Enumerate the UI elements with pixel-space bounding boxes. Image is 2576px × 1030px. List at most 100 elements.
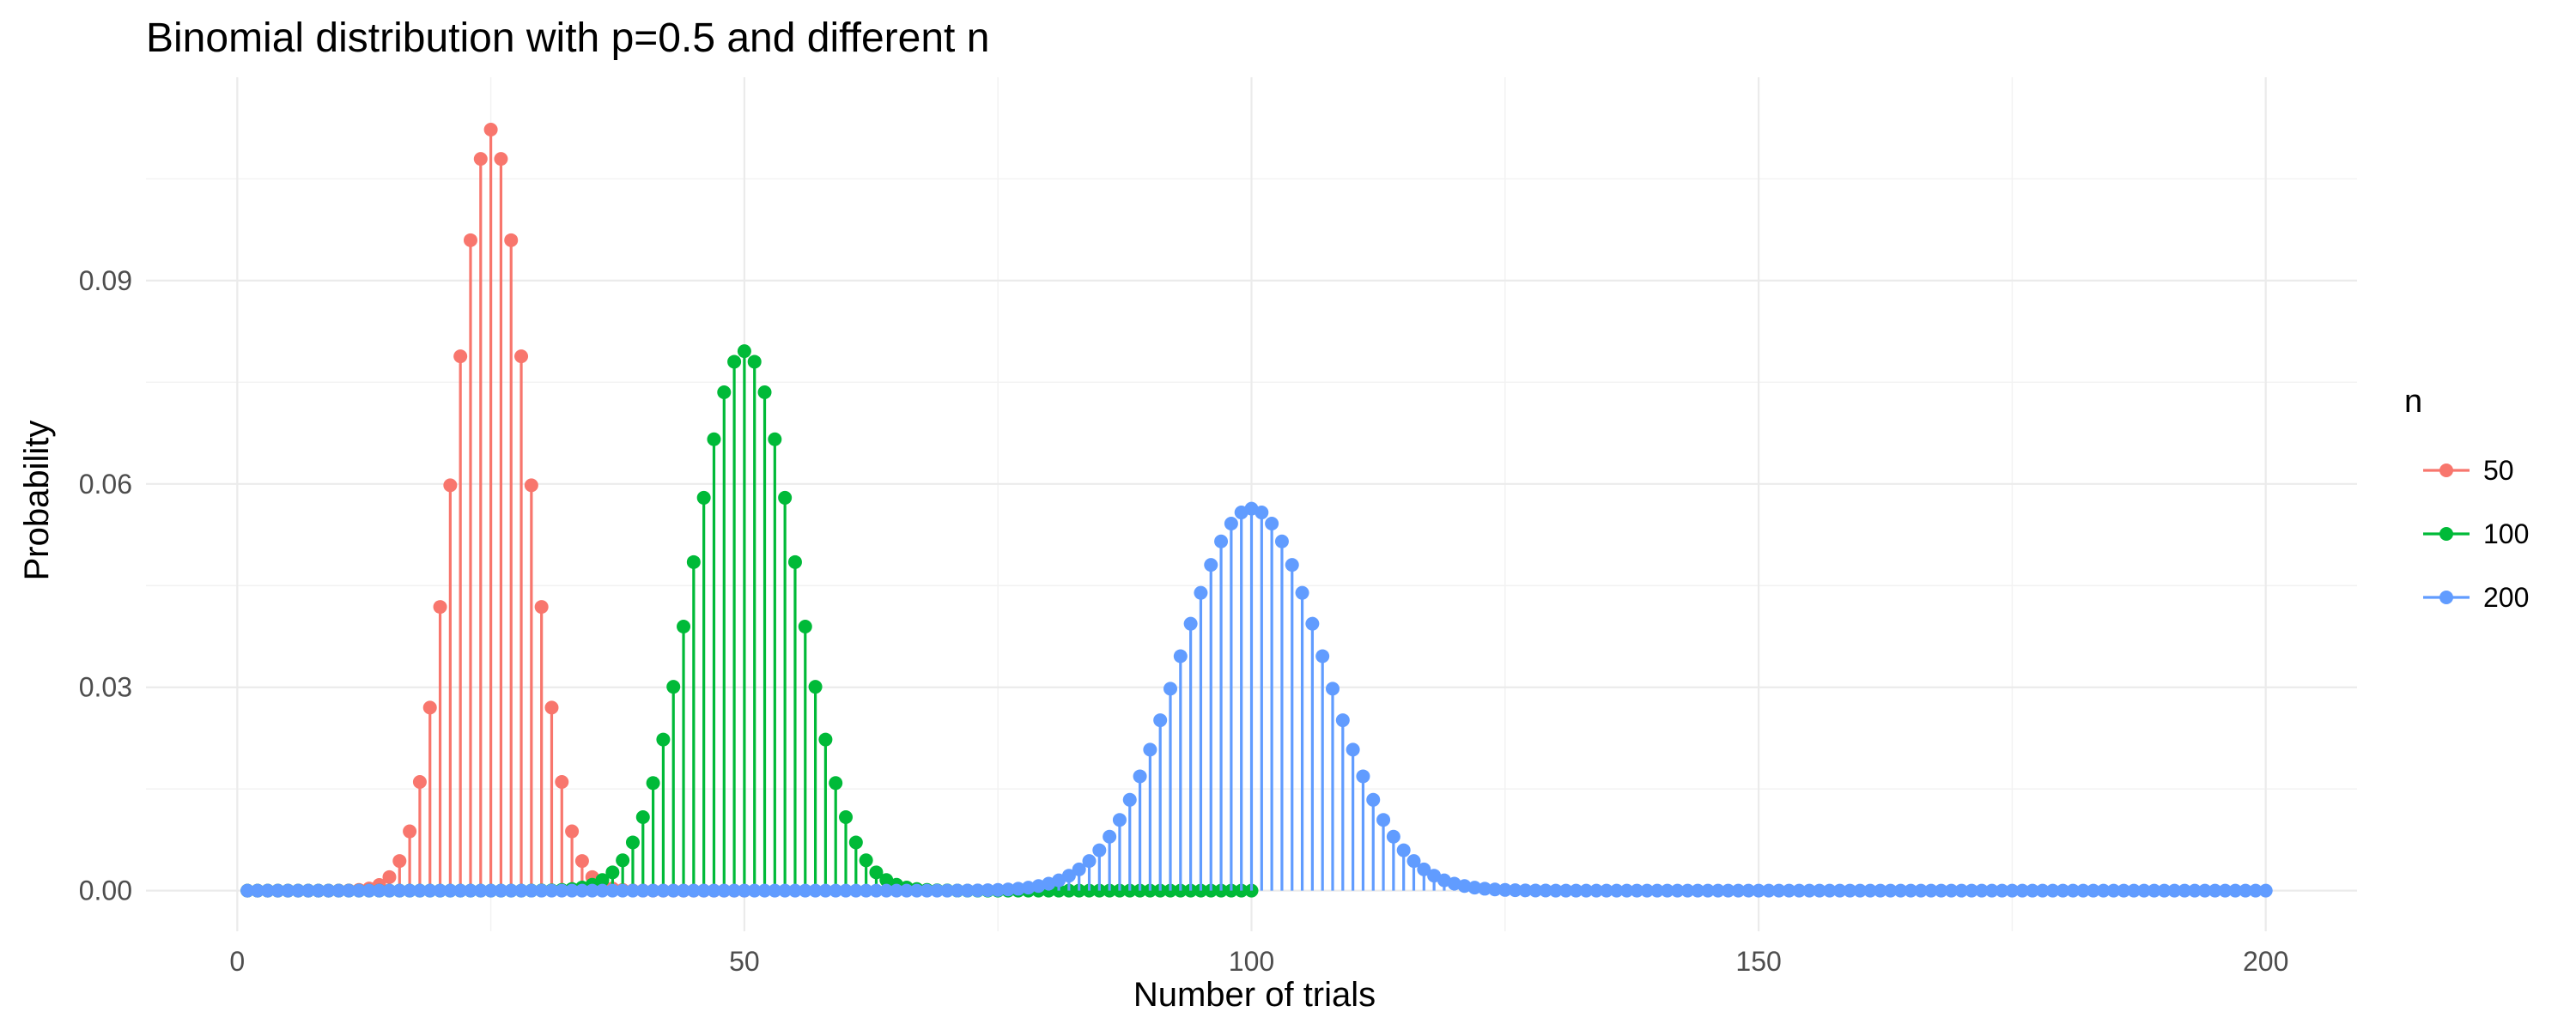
- legend-item-200: 200: [2423, 582, 2529, 613]
- point: [1914, 883, 1929, 898]
- legend-item-100: 100: [2423, 518, 2529, 549]
- data-marks: [240, 123, 2273, 898]
- point: [646, 883, 660, 898]
- x-tick-label: 100: [1229, 946, 1274, 977]
- point: [453, 883, 468, 898]
- point: [403, 883, 417, 898]
- point: [1701, 883, 1716, 898]
- point: [1255, 506, 1269, 520]
- legend-label: 100: [2483, 518, 2529, 549]
- point: [656, 883, 671, 898]
- point: [859, 883, 873, 898]
- point: [635, 809, 650, 824]
- point: [677, 620, 691, 634]
- point: [1092, 843, 1107, 857]
- point: [574, 854, 589, 869]
- point: [1680, 883, 1695, 898]
- point: [2188, 883, 2202, 898]
- point: [829, 883, 843, 898]
- point: [1143, 742, 1157, 757]
- point: [1417, 862, 1431, 876]
- point: [301, 883, 315, 898]
- point: [1183, 616, 1198, 631]
- point: [321, 883, 336, 898]
- point: [2228, 883, 2243, 898]
- point: [1558, 883, 1573, 898]
- y-tick-label: 0.00: [79, 876, 132, 906]
- point: [818, 732, 833, 747]
- point: [1021, 881, 1036, 895]
- point: [1853, 883, 1868, 898]
- point: [950, 883, 964, 898]
- point: [848, 835, 863, 850]
- point: [1133, 769, 1147, 784]
- point: [1153, 713, 1168, 728]
- x-tick-label: 0: [229, 946, 245, 977]
- point: [270, 883, 285, 898]
- point: [1721, 883, 1735, 898]
- point: [839, 883, 854, 898]
- point: [635, 883, 650, 898]
- point: [443, 883, 458, 898]
- point: [1396, 843, 1411, 857]
- point: [717, 385, 732, 399]
- point: [1630, 883, 1644, 898]
- point: [1731, 883, 1746, 898]
- point: [2127, 883, 2142, 898]
- y-tick-label: 0.03: [79, 672, 132, 703]
- point: [1782, 883, 1796, 898]
- x-axis-ticks: 0 50 100 150 200: [229, 946, 2288, 977]
- point: [808, 883, 823, 898]
- point: [514, 883, 529, 898]
- point: [909, 883, 924, 898]
- point: [890, 883, 904, 898]
- point: [443, 478, 458, 493]
- point: [494, 152, 508, 167]
- point: [504, 233, 519, 247]
- point: [737, 344, 751, 359]
- point: [686, 554, 701, 569]
- point: [940, 883, 955, 898]
- point: [534, 883, 549, 898]
- point: [707, 432, 721, 446]
- point: [1660, 883, 1674, 898]
- point: [1954, 883, 1969, 898]
- point: [960, 883, 975, 898]
- point: [534, 600, 549, 615]
- point: [433, 883, 447, 898]
- point: [595, 883, 610, 898]
- point: [1843, 883, 1857, 898]
- point: [727, 354, 742, 369]
- point: [2086, 883, 2100, 898]
- point: [565, 824, 580, 839]
- point: [1649, 883, 1664, 898]
- point: [656, 732, 671, 747]
- point: [981, 883, 995, 898]
- point: [382, 883, 397, 898]
- point: [1346, 742, 1360, 757]
- point: [1548, 883, 1563, 898]
- point: [1923, 883, 1938, 898]
- point: [1619, 883, 1634, 898]
- legend: n 50 100 200: [2404, 384, 2529, 613]
- point: [747, 354, 762, 369]
- point: [768, 432, 782, 446]
- point: [2096, 883, 2111, 898]
- point: [920, 883, 934, 898]
- point: [1072, 862, 1086, 876]
- point: [1498, 882, 1512, 897]
- point: [1305, 616, 1320, 631]
- point: [1893, 883, 1908, 898]
- point: [565, 883, 580, 898]
- point: [1539, 883, 1553, 898]
- point: [311, 883, 325, 898]
- point: [1204, 558, 1218, 573]
- point: [707, 883, 721, 898]
- legend-label: 50: [2483, 455, 2514, 486]
- point: [1904, 883, 1918, 898]
- point: [1335, 713, 1350, 728]
- point: [403, 824, 417, 839]
- point: [818, 883, 833, 898]
- point: [2035, 883, 2050, 898]
- point: [1163, 682, 1178, 696]
